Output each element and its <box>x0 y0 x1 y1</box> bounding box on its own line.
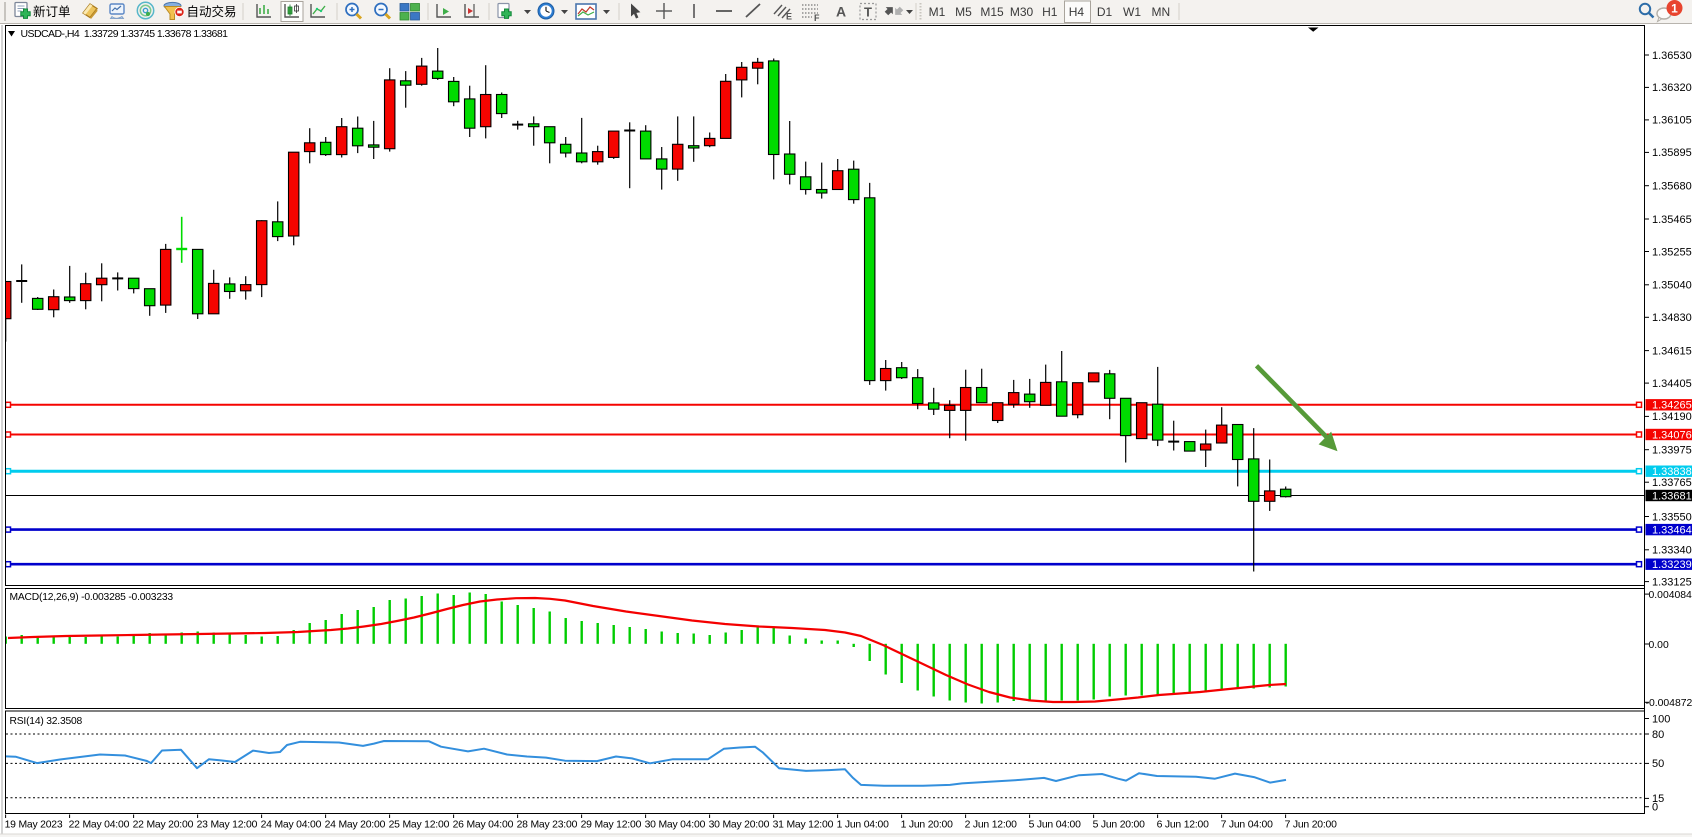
svg-text:0.004084: 0.004084 <box>1649 590 1692 601</box>
svg-text:100: 100 <box>1652 713 1670 725</box>
svg-text:1.34615: 1.34615 <box>1652 345 1692 357</box>
svg-text:1.34265: 1.34265 <box>1652 400 1692 412</box>
svg-text:1: 1 <box>1671 1 1678 15</box>
svg-text:1.35255: 1.35255 <box>1652 246 1692 258</box>
svg-text:W1: W1 <box>1123 5 1141 19</box>
svg-text:1.33765: 1.33765 <box>1652 477 1692 489</box>
svg-text:26 May 04:00: 26 May 04:00 <box>453 820 514 831</box>
svg-text:7 Jun 04:00: 7 Jun 04:00 <box>1221 820 1274 831</box>
svg-text:24 May 20:00: 24 May 20:00 <box>325 820 386 831</box>
svg-text:0: 0 <box>1652 802 1658 814</box>
svg-text:19 May 2023: 19 May 2023 <box>5 820 63 831</box>
svg-text:USDCAD-,H4 1.33729 1.33745 1.: USDCAD-,H4 1.33729 1.33745 1.33678 1.336… <box>21 28 229 40</box>
svg-text:6 Jun 12:00: 6 Jun 12:00 <box>1157 820 1210 831</box>
svg-text:1.34830: 1.34830 <box>1652 312 1692 324</box>
svg-text:28 May 23:00: 28 May 23:00 <box>517 820 578 831</box>
svg-text:1.33125: 1.33125 <box>1652 576 1692 588</box>
svg-text:1.34190: 1.34190 <box>1652 411 1692 423</box>
svg-text:MACD(12,26,9) -0.003285 -0.003: MACD(12,26,9) -0.003285 -0.003233 <box>10 592 174 603</box>
svg-text:1.33239: 1.33239 <box>1652 559 1692 571</box>
svg-text:1.35465: 1.35465 <box>1652 214 1692 226</box>
svg-text:2 Jun 12:00: 2 Jun 12:00 <box>965 820 1018 831</box>
svg-text:M5: M5 <box>955 5 972 19</box>
svg-text:E: E <box>786 12 792 22</box>
svg-text:15: 15 <box>1652 793 1664 805</box>
svg-text:1.36320: 1.36320 <box>1652 82 1692 94</box>
svg-text:50: 50 <box>1652 758 1664 770</box>
svg-text:1.35895: 1.35895 <box>1652 147 1692 159</box>
svg-text:F: F <box>814 13 820 23</box>
svg-text:1.36530: 1.36530 <box>1652 50 1692 62</box>
svg-text:自动交易: 自动交易 <box>187 4 237 19</box>
svg-text:1.35040: 1.35040 <box>1652 280 1692 292</box>
svg-text:1.33681: 1.33681 <box>1652 490 1692 502</box>
svg-text:M15: M15 <box>980 5 1004 19</box>
svg-text:H1: H1 <box>1042 5 1058 19</box>
svg-text:5 Jun 20:00: 5 Jun 20:00 <box>1093 820 1146 831</box>
svg-text:22 May 04:00: 22 May 04:00 <box>69 820 130 831</box>
svg-text:1.33838: 1.33838 <box>1652 466 1692 478</box>
svg-text:5 Jun 04:00: 5 Jun 04:00 <box>1029 820 1082 831</box>
svg-text:1.33550: 1.33550 <box>1652 511 1692 523</box>
svg-text:A: A <box>836 4 846 20</box>
svg-text:1 Jun 20:00: 1 Jun 20:00 <box>901 820 954 831</box>
svg-text:80: 80 <box>1652 729 1664 741</box>
svg-text:MN: MN <box>1151 5 1170 19</box>
svg-text:0.00: 0.00 <box>1649 640 1669 651</box>
svg-text:1.33464: 1.33464 <box>1652 524 1692 536</box>
svg-text:23 May 12:00: 23 May 12:00 <box>197 820 258 831</box>
svg-text:7 Jun 20:00: 7 Jun 20:00 <box>1285 820 1338 831</box>
svg-text:H4: H4 <box>1069 5 1085 19</box>
svg-text:1 Jun 04:00: 1 Jun 04:00 <box>837 820 890 831</box>
svg-text:D1: D1 <box>1097 5 1113 19</box>
svg-text:1.33975: 1.33975 <box>1652 445 1692 457</box>
svg-text:30 May 20:00: 30 May 20:00 <box>709 820 770 831</box>
svg-text:1.34405: 1.34405 <box>1652 378 1692 390</box>
svg-text:1.33340: 1.33340 <box>1652 545 1692 557</box>
svg-text:新订单: 新订单 <box>33 4 71 19</box>
svg-text:29 May 12:00: 29 May 12:00 <box>581 820 642 831</box>
svg-text:30 May 04:00: 30 May 04:00 <box>645 820 706 831</box>
svg-text:31 May 12:00: 31 May 12:00 <box>773 820 834 831</box>
svg-text:24 May 04:00: 24 May 04:00 <box>261 820 322 831</box>
svg-text:22 May 20:00: 22 May 20:00 <box>133 820 194 831</box>
svg-text:1.34076: 1.34076 <box>1652 429 1692 441</box>
svg-text:25 May 12:00: 25 May 12:00 <box>389 820 450 831</box>
svg-text:T: T <box>864 5 872 20</box>
svg-text:1.35680: 1.35680 <box>1652 181 1692 193</box>
svg-text:M30: M30 <box>1010 5 1034 19</box>
svg-text:-0.004872: -0.004872 <box>1646 698 1692 709</box>
svg-text:M1: M1 <box>929 5 946 19</box>
svg-text:RSI(14) 32.3508: RSI(14) 32.3508 <box>10 716 83 727</box>
svg-text:1.36105: 1.36105 <box>1652 115 1692 127</box>
